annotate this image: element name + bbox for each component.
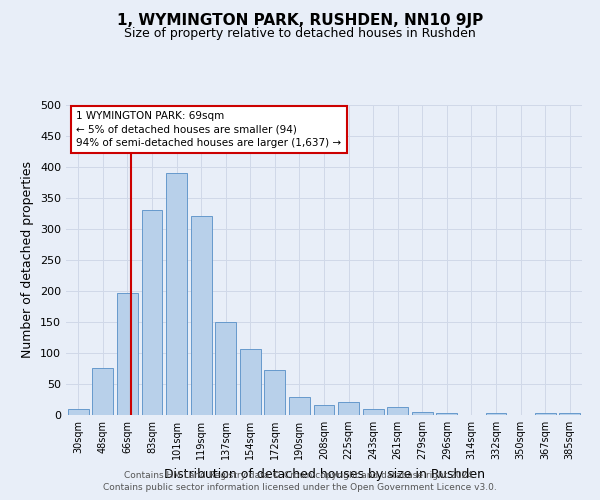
Bar [362, 409, 383, 415]
Bar [314, 405, 334, 415]
Bar [559, 412, 580, 415]
Bar [142, 210, 163, 415]
Text: 1 WYMINGTON PARK: 69sqm
← 5% of detached houses are smaller (94)
94% of semi-det: 1 WYMINGTON PARK: 69sqm ← 5% of detached… [76, 111, 341, 148]
Text: 1, WYMINGTON PARK, RUSHDEN, NN10 9JP: 1, WYMINGTON PARK, RUSHDEN, NN10 9JP [117, 12, 483, 28]
Bar [68, 410, 89, 415]
Text: Size of property relative to detached houses in Rushden: Size of property relative to detached ho… [124, 28, 476, 40]
Text: Contains public sector information licensed under the Open Government Licence v3: Contains public sector information licen… [103, 484, 497, 492]
Bar [535, 413, 556, 415]
Bar [92, 368, 113, 415]
X-axis label: Distribution of detached houses by size in Rushden: Distribution of detached houses by size … [163, 468, 485, 480]
Bar [215, 322, 236, 415]
Bar [240, 348, 261, 415]
Text: Contains HM Land Registry data © Crown copyright and database right 2024.: Contains HM Land Registry data © Crown c… [124, 471, 476, 480]
Y-axis label: Number of detached properties: Number of detached properties [22, 162, 34, 358]
Bar [338, 402, 359, 415]
Bar [485, 412, 506, 415]
Bar [265, 370, 286, 415]
Bar [166, 173, 187, 415]
Bar [412, 412, 433, 415]
Bar [289, 397, 310, 415]
Bar [436, 412, 457, 415]
Bar [387, 407, 408, 415]
Bar [191, 216, 212, 415]
Bar [117, 293, 138, 415]
